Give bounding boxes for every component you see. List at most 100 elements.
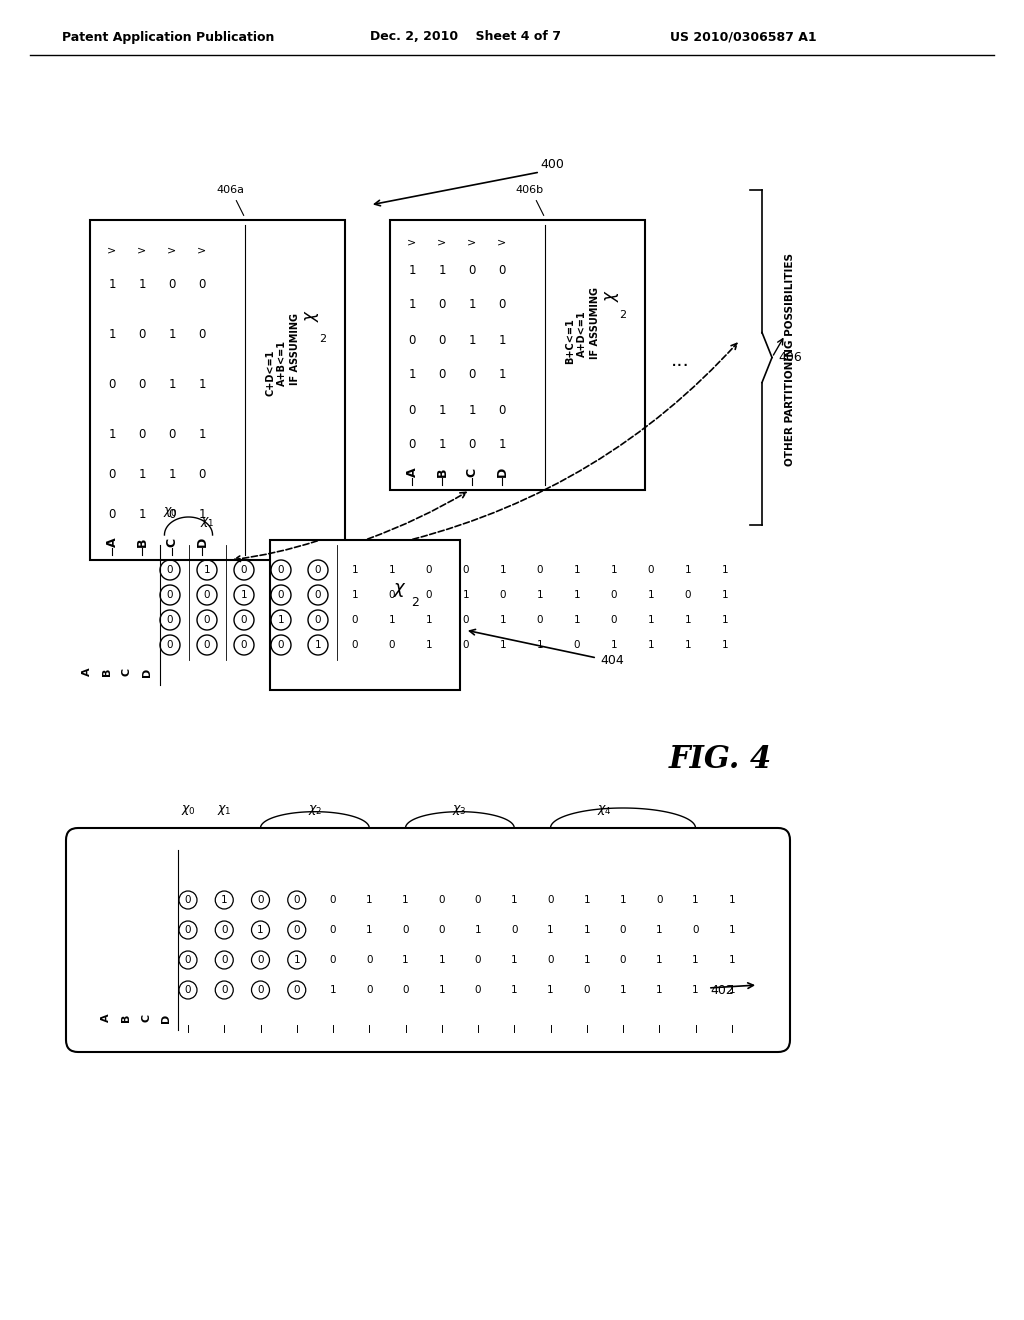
Text: 1: 1 — [204, 565, 210, 576]
Text: 0: 0 — [537, 565, 544, 576]
Text: 0: 0 — [241, 640, 247, 649]
Text: 1: 1 — [584, 954, 590, 965]
Text: IF ASSUMING: IF ASSUMING — [590, 286, 600, 359]
Text: 0: 0 — [330, 895, 336, 906]
Text: 0: 0 — [314, 615, 322, 624]
Text: 1: 1 — [138, 469, 145, 482]
Text: 1: 1 — [351, 590, 358, 601]
Text: 1: 1 — [402, 895, 409, 906]
Text: 1: 1 — [722, 615, 728, 624]
Text: 1: 1 — [138, 508, 145, 521]
Text: 0: 0 — [475, 985, 481, 995]
Text: >: > — [498, 238, 507, 247]
Text: 1: 1 — [728, 895, 735, 906]
Text: 1: 1 — [692, 895, 698, 906]
Text: 1: 1 — [573, 565, 581, 576]
Bar — [390, 220, 645, 490]
Text: 0: 0 — [199, 469, 206, 482]
Text: 0: 0 — [352, 615, 358, 624]
Text: >: > — [137, 246, 146, 255]
Text: 1: 1 — [409, 298, 416, 312]
Text: 1: 1 — [692, 954, 698, 965]
Text: 0: 0 — [138, 379, 145, 392]
Text: $\chi_2$: $\chi_2$ — [307, 803, 323, 817]
Text: 1: 1 — [610, 565, 617, 576]
Text: 0: 0 — [199, 329, 206, 342]
Text: $\chi_0$: $\chi_0$ — [163, 506, 177, 519]
Text: 1: 1 — [468, 404, 476, 417]
Text: 0: 0 — [692, 925, 698, 935]
Text: 0: 0 — [499, 298, 506, 312]
Text: $\chi_0$: $\chi_0$ — [180, 803, 196, 817]
Text: 1: 1 — [468, 334, 476, 346]
Text: 0: 0 — [610, 615, 617, 624]
Text: 1: 1 — [402, 954, 409, 965]
Text: 0: 0 — [648, 565, 654, 576]
Text: 1: 1 — [438, 985, 445, 995]
Text: 0: 0 — [241, 615, 247, 624]
Text: 1: 1 — [685, 565, 691, 576]
Text: >: > — [408, 238, 417, 247]
Text: 0: 0 — [167, 565, 173, 576]
Text: 1: 1 — [366, 925, 373, 935]
Text: D: D — [161, 1014, 171, 1023]
Text: 1: 1 — [168, 469, 176, 482]
Text: 1: 1 — [257, 925, 264, 935]
Text: $\chi$: $\chi$ — [603, 289, 621, 302]
Text: 1: 1 — [656, 925, 663, 935]
Text: A: A — [105, 537, 119, 546]
Text: 0: 0 — [475, 954, 481, 965]
Text: >: > — [467, 238, 476, 247]
Text: 406a: 406a — [216, 185, 244, 195]
Text: 1: 1 — [573, 590, 581, 601]
Text: 0: 0 — [409, 438, 416, 451]
Text: 1: 1 — [685, 615, 691, 624]
Text: 400: 400 — [540, 158, 564, 172]
Text: 1: 1 — [463, 590, 469, 601]
Text: 0: 0 — [584, 985, 590, 995]
Text: 0: 0 — [468, 438, 476, 451]
Text: 0: 0 — [184, 895, 191, 906]
Text: 0: 0 — [610, 590, 617, 601]
Text: A+D<=1: A+D<=1 — [577, 310, 587, 356]
Text: 1: 1 — [584, 895, 590, 906]
Text: 0: 0 — [402, 985, 409, 995]
Text: B: B — [135, 537, 148, 546]
Text: 1: 1 — [109, 329, 116, 342]
Text: 0: 0 — [204, 615, 210, 624]
Text: 0: 0 — [168, 508, 176, 521]
Text: C: C — [166, 537, 178, 546]
Text: 0: 0 — [468, 368, 476, 381]
Text: 1: 1 — [426, 615, 432, 624]
Text: 0: 0 — [257, 954, 264, 965]
Text: 1: 1 — [409, 264, 416, 276]
Text: 1: 1 — [199, 508, 206, 521]
Text: 1: 1 — [511, 985, 517, 995]
Text: D: D — [496, 467, 509, 477]
Text: 1: 1 — [728, 925, 735, 935]
Text: 0: 0 — [468, 264, 476, 276]
Text: 0: 0 — [547, 895, 554, 906]
Text: 0: 0 — [167, 590, 173, 601]
Text: 1: 1 — [499, 438, 506, 451]
Text: 0: 0 — [438, 298, 445, 312]
Text: 0: 0 — [438, 925, 445, 935]
Text: 1: 1 — [314, 640, 322, 649]
Text: 0: 0 — [294, 895, 300, 906]
Text: 0: 0 — [221, 925, 227, 935]
Text: C: C — [141, 1014, 151, 1022]
Bar — [270, 540, 460, 690]
Text: 0: 0 — [426, 590, 432, 601]
Text: A: A — [406, 467, 419, 477]
Text: 0: 0 — [184, 925, 191, 935]
Text: 0: 0 — [500, 590, 506, 601]
Text: D: D — [142, 668, 152, 677]
Text: 0: 0 — [475, 895, 481, 906]
Text: 1: 1 — [468, 298, 476, 312]
Text: 0: 0 — [109, 508, 116, 521]
Text: 0: 0 — [620, 954, 627, 965]
Text: B+C<=1: B+C<=1 — [565, 318, 575, 364]
Text: 1: 1 — [722, 640, 728, 649]
Text: 1: 1 — [438, 438, 445, 451]
Text: 1: 1 — [241, 590, 248, 601]
